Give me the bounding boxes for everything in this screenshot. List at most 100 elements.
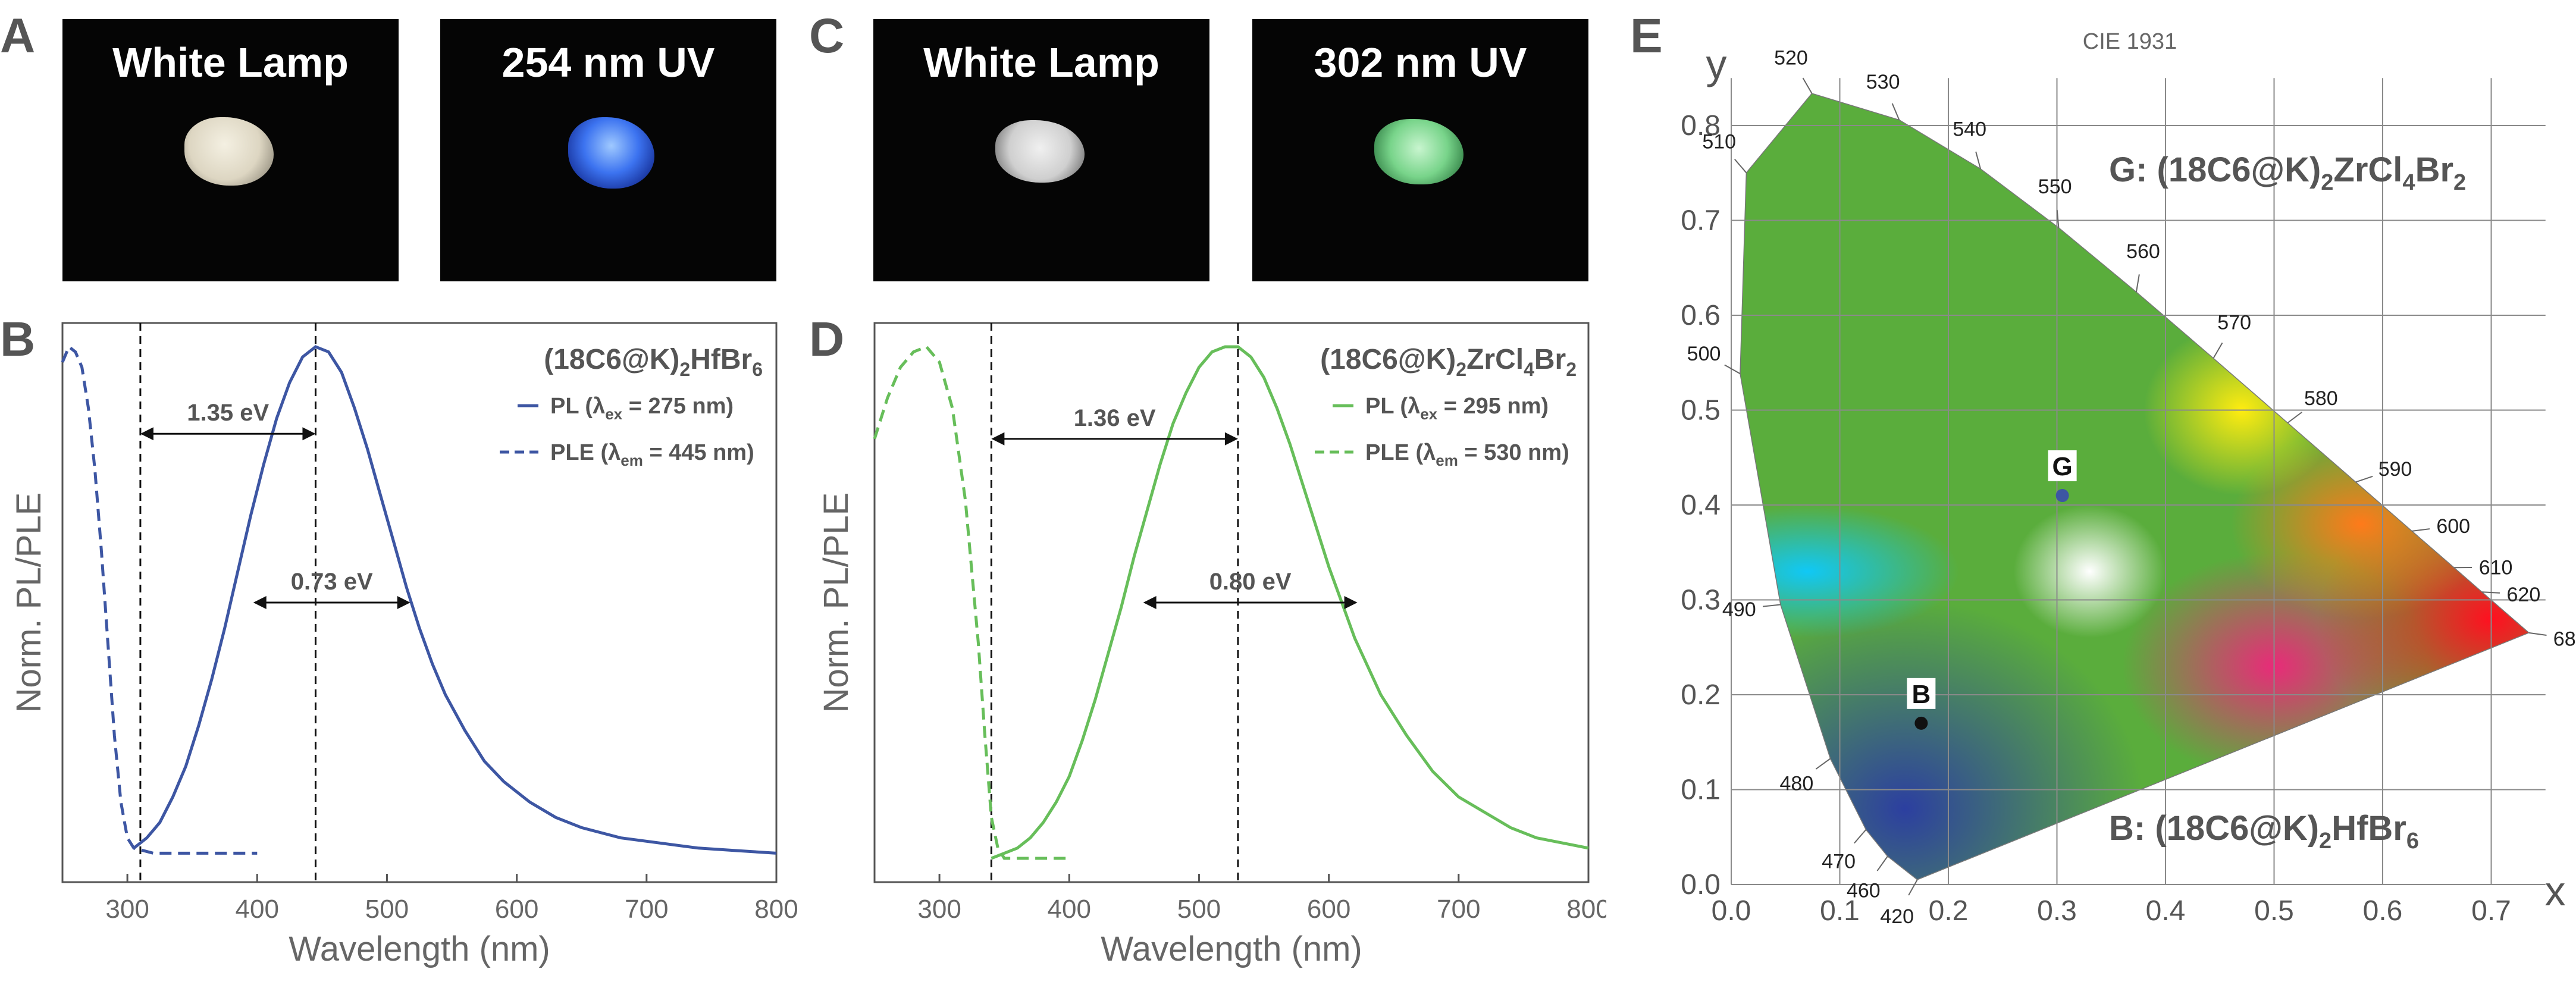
series-ple (61, 344, 258, 855)
wavelength-label: 500 (1687, 343, 1721, 365)
wavelength-label: 600 (2436, 515, 2470, 538)
y-tick-label: 0.1 (1681, 774, 1721, 806)
sample-crystal (184, 117, 274, 186)
x-axis-label: x (2545, 868, 2566, 914)
wavelength-label: 620 (2507, 584, 2541, 606)
wavelength-tick (1854, 829, 1867, 844)
y-tick-label: 0.4 (1681, 490, 1721, 521)
wavelength-tick (1802, 77, 1813, 94)
y-axis-label: Norm. PL/PLE (817, 493, 855, 713)
wavelength-label: 530 (1866, 71, 1900, 93)
series-pl (133, 345, 777, 855)
sample-crystal (995, 120, 1085, 183)
legend-pl: PL (λex = 295 nm) (1365, 394, 1549, 423)
x-tick-label: 0.0 (1712, 895, 1751, 927)
wavelength-label: 420 (1880, 905, 1914, 928)
x-axis-label: Wavelength (nm) (1101, 930, 1362, 968)
energy-label: 1.36 eV (1074, 405, 1156, 431)
y-tick-label: 0.3 (1681, 585, 1721, 616)
spectral-locus (1740, 93, 2530, 880)
panel-letter-d: D (809, 312, 845, 366)
plot-frame (61, 322, 778, 883)
cie-point-g (2055, 489, 2069, 503)
wavelength-label: 480 (1780, 772, 1814, 795)
x-tick-label: 0.2 (1929, 895, 1969, 927)
cie-point-b (1914, 716, 1928, 730)
y-tick-label: 0.5 (1681, 395, 1721, 426)
plot-frame (873, 322, 1590, 883)
energy-label: 0.80 eV (1209, 569, 1292, 595)
chart-b: 1.35 eV 0.73 eV 300 400 500 600 700 800 Wavele… (10, 322, 797, 968)
x-tick-label: 300 (917, 895, 961, 924)
sample-crystal-green-emission (1374, 119, 1464, 184)
wavelength-label: 610 (2479, 557, 2513, 579)
y-tick-label: 0.8 (1681, 110, 1721, 142)
chromaticity-fill (1740, 93, 2529, 880)
wavelength-tick (1975, 151, 1981, 170)
energy-label: 1.35 eV (187, 400, 269, 426)
wavelength-tick (1891, 103, 1900, 120)
wavelength-label: 520 (1774, 47, 1808, 70)
wavelength-label: 470 (1822, 851, 1856, 873)
photo-white-lamp-a: White Lamp (62, 19, 399, 281)
color-region (1740, 505, 1960, 638)
wavelength-label: 570 (2217, 312, 2251, 334)
wavelength-label: 490 (1722, 598, 1756, 621)
x-tick-label: 0.3 (2037, 895, 2077, 927)
x-tick-label: 300 (105, 895, 149, 924)
panel-letter-a: A (0, 9, 36, 63)
annotation-b: B: (18C6@K)2HfBr6 (2109, 809, 2419, 854)
x-axis-label: Wavelength (nm) (289, 930, 550, 968)
wavelength-label: 510 (1702, 130, 1736, 153)
wavelength-label: 540 (1953, 118, 1986, 140)
x-tick-label: 400 (1048, 895, 1091, 924)
point-label-bg (1907, 678, 1936, 709)
arrow-head-right-icon (397, 596, 410, 609)
chart-d: 1.36 eV 0.80 eV 300 400 500 600 700 800 Wavele… (817, 322, 1606, 968)
panel-letter-e: E (1630, 9, 1663, 63)
wavelength-tick (1908, 879, 1918, 896)
chart-title: (18C6@K)2HfBr6 (544, 344, 763, 380)
wavelength-label: 680 (2553, 628, 2576, 651)
arrow-head-right-icon (1224, 432, 1238, 446)
y-axis-label: Norm. PL/PLE (10, 493, 48, 713)
y-tick-label: 0.2 (1681, 679, 1721, 711)
y-axis-label: y (1706, 41, 1727, 87)
legend-pl: PL (λex = 275 nm) (550, 394, 734, 423)
series-pl (991, 345, 1589, 860)
wavelength-tick (2355, 475, 2373, 483)
chart-e-cie: 0.0 0.1 0.2 0.3 0.4 0.5 0.6 0.7 0.0 0.1 0.2 0.3 0.4 0… (1681, 29, 2576, 928)
wavelength-tick (2135, 274, 2140, 293)
arrow-head-right-icon (302, 427, 316, 441)
wavelength-tick (1734, 159, 1747, 174)
x-tick-label: 700 (1437, 895, 1480, 924)
point-label-bg (2048, 450, 2077, 482)
x-tick-label: 500 (365, 895, 409, 924)
wavelength-label: 550 (2038, 175, 2072, 198)
x-tick-label: 800 (754, 895, 797, 924)
sample-crystal-blue-emission (568, 117, 654, 189)
x-tick-label: 800 (1566, 895, 1606, 924)
legend-ple: PLE (λem = 530 nm) (1365, 440, 1569, 469)
wavelength-tick (1815, 758, 1831, 770)
y-tick-label: 0.7 (1681, 205, 1721, 237)
photo-caption: 254 nm UV (502, 39, 715, 86)
wavelength-tick (2056, 209, 2060, 228)
x-tick-label: 600 (495, 895, 538, 924)
photo-caption: 302 nm UV (1314, 39, 1527, 86)
wavelength-tick (1724, 364, 1741, 375)
series-ple (873, 345, 1070, 860)
point-label: G (2052, 452, 2073, 481)
wavelength-tick (2412, 528, 2430, 532)
panel-letter-b: B (0, 312, 36, 366)
x-tick-label: 0.5 (2254, 895, 2294, 927)
photo-302nm-uv: 302 nm UV (1252, 19, 1588, 281)
x-tick-label: 0.1 (1820, 895, 1860, 927)
wavelength-tick (2481, 591, 2500, 594)
arrow-head-left-icon (991, 432, 1005, 446)
wavelength-tick (2528, 632, 2547, 636)
panel-letter-c: C (809, 9, 845, 63)
legend-ple: PLE (λem = 445 nm) (550, 440, 754, 469)
chart-title: CIE 1931 (2083, 29, 2177, 54)
photo-254nm-uv: 254 nm UV (440, 19, 776, 281)
